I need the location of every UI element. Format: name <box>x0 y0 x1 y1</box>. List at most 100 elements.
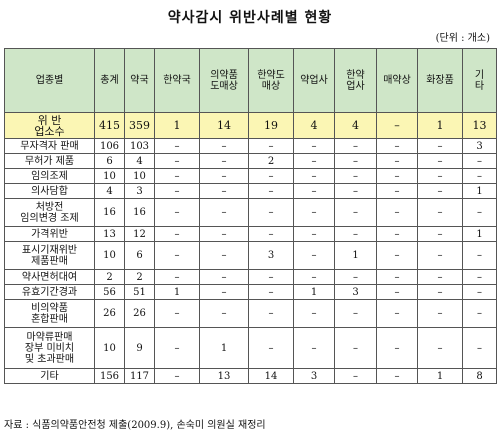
table-cell: 2 <box>124 269 155 285</box>
table-cell: – <box>248 284 294 300</box>
header-column: 한약도 매상 <box>248 48 294 113</box>
header-column: 한약 업사 <box>334 48 377 113</box>
table-cell: – <box>376 153 418 169</box>
table-cell: – <box>293 241 335 270</box>
table-cell: – <box>417 299 463 328</box>
table-cell: – <box>154 299 200 328</box>
table-cell: 3 <box>124 183 155 199</box>
header-column: 총계 <box>94 48 125 113</box>
table-cell: – <box>199 269 249 285</box>
table-cell: – <box>462 241 497 270</box>
table-cell: – <box>248 299 294 328</box>
row-category: 무자격자 판매 <box>4 138 95 154</box>
table-cell: – <box>248 269 294 285</box>
table-row: 기타 156 117–13 14 3– –1 8 <box>4 368 497 384</box>
table-cell: – <box>334 183 377 199</box>
table-cell: 1 <box>334 241 377 270</box>
table-cell: – <box>154 226 200 242</box>
table-cell: – <box>199 198 249 227</box>
table-cell: 6 <box>124 241 155 270</box>
table-cell: – <box>417 284 463 300</box>
table-cell: – <box>154 241 200 270</box>
table-cell: – <box>293 168 335 184</box>
table-cell: 2 <box>248 153 294 169</box>
table-cell: – <box>417 226 463 242</box>
header-category: 업종별 <box>4 48 95 113</box>
table-cell: 359 <box>124 112 155 139</box>
table-cell: 1 <box>417 112 463 139</box>
header-column: 매약상 <box>376 48 418 113</box>
row-category: 의사담합 <box>4 183 95 199</box>
table-cell: 2 <box>94 269 125 285</box>
header-column: 화장품 <box>417 48 463 113</box>
table-cell: – <box>376 368 418 384</box>
header-column: 의약품 도매상 <box>199 48 249 113</box>
table-cell: 106 <box>94 138 125 154</box>
table-cell: 156 <box>94 368 125 384</box>
table-cell: 56 <box>94 284 125 300</box>
row-category: 표시기재위반 제품판매 <box>4 241 95 270</box>
table-cell: 1 <box>199 327 249 369</box>
table-cell: 3 <box>334 284 377 300</box>
table-cell: – <box>334 327 377 369</box>
table-cell: 1 <box>417 368 463 384</box>
table-cell: – <box>417 138 463 154</box>
table-cell: 3 <box>248 241 294 270</box>
header-column: 한약국 <box>154 48 200 113</box>
table-row: 무허가 제품 6 4– –2– – – – – <box>4 153 497 169</box>
table-cell: 4 <box>124 153 155 169</box>
table-cell: – <box>462 327 497 369</box>
table-cell: – <box>248 183 294 199</box>
table-cell: – <box>293 138 335 154</box>
table-cell: 13 <box>94 226 125 242</box>
table-cell: – <box>417 168 463 184</box>
unit-label: (단위 : 개소) <box>435 33 490 44</box>
table-cell: – <box>154 368 200 384</box>
table-cell: – <box>199 138 249 154</box>
table-cell: – <box>376 226 418 242</box>
table-cell: – <box>199 168 249 184</box>
table-cell: – <box>334 153 377 169</box>
table-cell: 12 <box>124 226 155 242</box>
table-cell: – <box>417 198 463 227</box>
table-cell: 13 <box>199 368 249 384</box>
table-cell: – <box>248 226 294 242</box>
table-cell: – <box>154 183 200 199</box>
table-cell: – <box>334 269 377 285</box>
table-cell: – <box>248 168 294 184</box>
table-cell: – <box>376 168 418 184</box>
row-category: 무허가 제품 <box>4 153 95 169</box>
table-cell: 14 <box>248 368 294 384</box>
source-note: 자료 : 식품의약품안전청 제출(2009.9), 손숙미 의원실 재정리 <box>4 420 266 431</box>
table-cell: 4 <box>293 112 335 139</box>
header-column: 약국 <box>124 48 155 113</box>
table-row: 무자격자 판매 106 103– – – – – – –3 <box>4 138 497 154</box>
table-cell: – <box>334 368 377 384</box>
table-cell: – <box>376 284 418 300</box>
table-cell: 4 <box>94 183 125 199</box>
table-cell: 3 <box>462 138 497 154</box>
table-cell: – <box>376 327 418 369</box>
table-cell: 10 <box>94 168 125 184</box>
table-cell: 16 <box>94 198 125 227</box>
table-cell: 1 <box>462 183 497 199</box>
table-cell: 415 <box>94 112 125 139</box>
table-cell: – <box>154 269 200 285</box>
violation-table: 업종별 총계 약국 한약국 의약품 도매상 한약도 매상 약업사 한약 업사 매약상 화장품 기 타… <box>4 48 497 384</box>
table-cell: – <box>293 183 335 199</box>
table-cell: – <box>376 241 418 270</box>
row-category: 임의조제 <box>4 168 95 184</box>
table-cell: – <box>293 327 335 369</box>
table-cell: – <box>462 198 497 227</box>
table-cell: – <box>248 327 294 369</box>
row-category: 가격위반 <box>4 226 95 242</box>
table-cell: 4 <box>334 112 377 139</box>
table-cell: – <box>376 269 418 285</box>
table-row: 표시기재위반 제품판매 10 6– –3–1– – – <box>4 241 497 270</box>
table-row: 의사담합 4 3– – – – – – –1 <box>4 183 497 199</box>
total-row: 위 반 업소수 415 359 1 14 19 4 4–1 13 <box>4 112 497 139</box>
table-cell: 13 <box>462 112 497 139</box>
table-cell: – <box>376 198 418 227</box>
table-cell: – <box>376 299 418 328</box>
table-cell: – <box>199 241 249 270</box>
